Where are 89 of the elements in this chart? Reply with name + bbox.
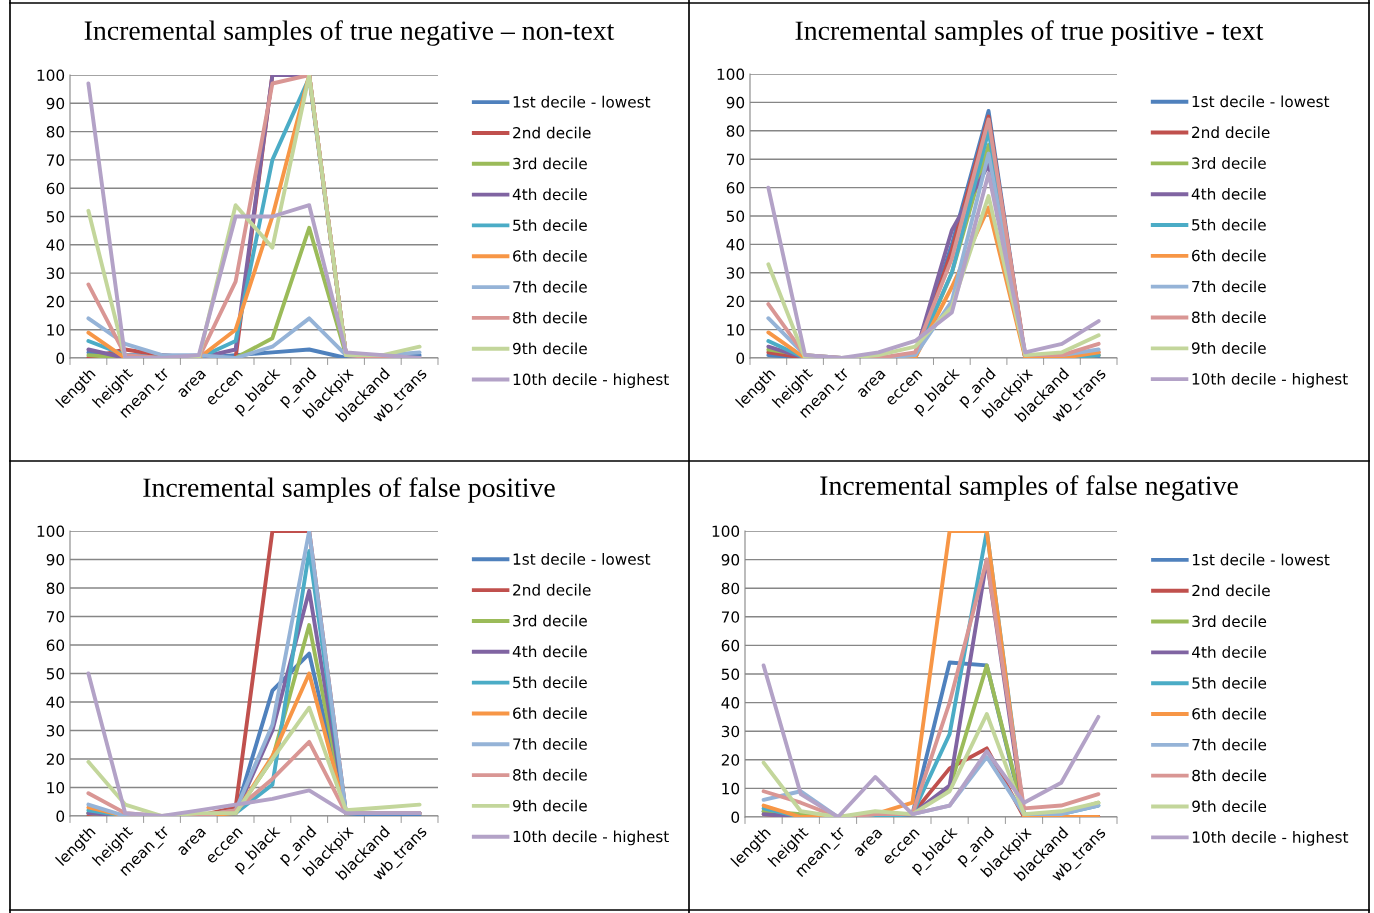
legend-label: 2nd decile	[1192, 584, 1270, 597]
legend-label: 10th decile - highest	[513, 830, 669, 846]
y-tick-label: 70	[726, 153, 745, 166]
y-tick-label: 0	[731, 811, 740, 824]
y-tick-label: 10	[47, 324, 65, 336]
y-tick-label: 10	[722, 782, 740, 795]
y-tick-label: 70	[46, 610, 65, 623]
line-series	[761, 712, 1101, 817]
y-tick-label: 30	[46, 724, 65, 737]
y-tick-label: 70	[721, 611, 740, 623]
y-tick-label: 90	[46, 553, 65, 566]
chart-title: Incremental samples of true negative – non-text	[84, 20, 615, 46]
y-tick-label: 100	[37, 525, 65, 538]
y-tick-label: 50	[721, 668, 740, 681]
legend-label: 1st decile - lowest	[513, 553, 651, 565]
legend-label: 5th decile	[1192, 676, 1267, 689]
y-tick-label: 90	[726, 96, 745, 109]
legend-label: 9th decile	[1191, 342, 1266, 354]
y-tick-label: 30	[721, 725, 740, 738]
legend-label: 5th decile	[1192, 218, 1266, 231]
legend-label: 8th decile	[513, 768, 587, 781]
legend-label: 9th decile	[1192, 800, 1267, 813]
legend-label: 5th decile	[513, 676, 587, 689]
y-tick-label: 60	[46, 182, 65, 195]
legend-label: 7th decile	[513, 738, 587, 750]
y-tick-label: 30	[726, 267, 745, 279]
legend-label: 4th decile	[1192, 646, 1267, 658]
y-tick-label: 90	[46, 97, 65, 110]
y-tick-label: 50	[46, 210, 65, 223]
legend-label: 5th decile	[513, 219, 587, 231]
y-tick-label: 80	[46, 126, 65, 138]
y-tick-label: 70	[46, 154, 65, 166]
legend-label: 8th decile	[1192, 311, 1266, 324]
y-tick-label: 20	[721, 754, 740, 766]
legend-label: 4th decile	[512, 645, 587, 658]
y-tick-label: 10	[47, 781, 65, 794]
chart-title: Incremental samples of false negative	[820, 475, 1238, 501]
y-tick-label: 30	[46, 267, 65, 280]
y-tick-label: 90	[721, 554, 740, 566]
legend-label: 1st decile - lowest	[1192, 553, 1330, 566]
y-tick-label: 40	[726, 238, 745, 251]
legend-label: 10th decile - highest	[513, 373, 669, 389]
chart-title: Incremental samples of false positive	[143, 477, 555, 503]
legend-label: 8th decile	[1192, 769, 1267, 782]
y-tick-label: 20	[726, 295, 745, 308]
y-tick-label: 0	[56, 352, 65, 365]
legend-label: 10th decile - highest	[1192, 831, 1349, 846]
y-tick-label: 0	[736, 352, 745, 365]
legend-label: 3rd decile	[513, 157, 587, 170]
y-tick-label: 80	[721, 582, 740, 595]
legend-label: 3rd decile	[1192, 157, 1266, 169]
legend-label: 7th decile	[513, 280, 587, 293]
y-tick-label: 60	[46, 639, 65, 652]
y-tick-label: 60	[726, 182, 745, 194]
y-tick-label: 80	[46, 582, 65, 595]
legend-label: 6th decile	[513, 249, 587, 262]
legend-label: 7th decile	[1192, 738, 1267, 751]
legend-label: 6th decile	[1192, 249, 1266, 262]
chart-title: Incremental samples of true positive - text	[795, 20, 1264, 46]
legend-label: 6th decile	[513, 707, 587, 719]
legend-label: 9th decile	[512, 799, 587, 812]
y-tick-label: 0	[56, 810, 65, 823]
y-tick-label: 100	[712, 525, 740, 538]
legend-label: 3rd decile	[1192, 615, 1267, 628]
y-tick-label: 40	[46, 696, 65, 709]
legend-label: 3rd decile	[513, 614, 587, 627]
legend-label: 4th decile	[512, 188, 587, 201]
y-tick-label: 40	[721, 697, 740, 709]
legend-label: 2nd decile	[513, 126, 591, 139]
y-tick-label: 100	[37, 69, 65, 82]
legend-label: 2nd decile	[513, 583, 591, 596]
legend-label: 7th decile	[1192, 280, 1266, 293]
y-tick-label: 50	[46, 667, 65, 680]
y-tick-label: 100	[717, 68, 745, 81]
legend-label: 4th decile	[1191, 187, 1266, 200]
legend-label: 9th decile	[512, 342, 587, 355]
legend-label: 2nd decile	[1192, 126, 1270, 139]
legend-label: 8th decile	[513, 311, 587, 324]
y-tick-label: 40	[46, 239, 65, 251]
y-tick-label: 20	[46, 295, 65, 308]
y-tick-label: 80	[726, 125, 745, 137]
legend-label: 6th decile	[1192, 707, 1267, 720]
y-tick-label: 60	[721, 639, 740, 652]
y-tick-label: 50	[726, 210, 745, 223]
y-tick-label: 10	[727, 324, 745, 336]
legend-label: 10th decile - highest	[1192, 372, 1348, 388]
legend-label: 1st decile - lowest	[1192, 95, 1330, 108]
y-tick-label: 20	[46, 753, 65, 766]
legend-label: 1st decile - lowest	[513, 95, 651, 108]
